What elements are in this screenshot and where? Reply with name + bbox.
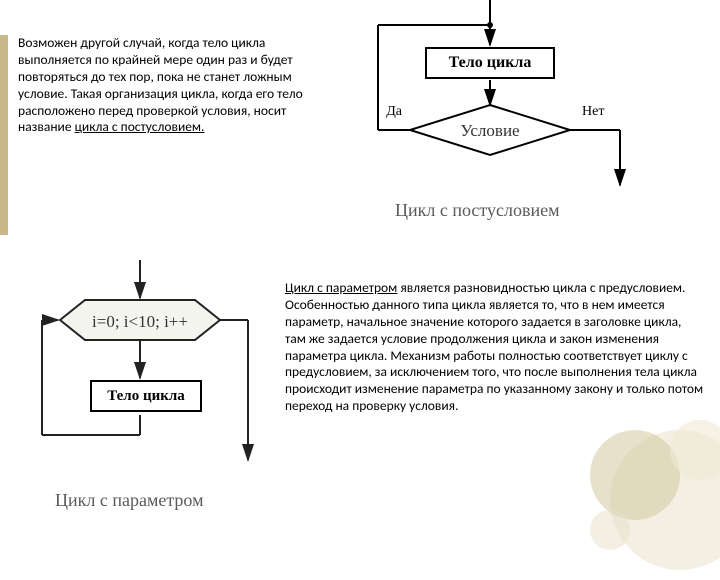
diagram-postcondition: Условие Да Нет bbox=[360, 0, 700, 225]
paragraph-parameter-body: является разновидностью цикла с предусло… bbox=[285, 279, 703, 414]
yes-label: Да bbox=[386, 104, 403, 119]
hexagon-label: i=0; i<10; i++ bbox=[92, 312, 188, 331]
paragraph-parameter: Цикл с параметром является разновидность… bbox=[285, 280, 705, 415]
diagram-parameter: i=0; i<10; i++ bbox=[30, 260, 270, 510]
paragraph-postcondition: Возможен другой случай, когда тело цикла… bbox=[18, 35, 338, 136]
condition-label: Условие bbox=[460, 121, 519, 140]
accent-bar bbox=[0, 35, 8, 235]
paragraph-postcondition-term: цикла с постусловием. bbox=[75, 118, 205, 135]
paragraph-parameter-term: Цикл с параметром bbox=[285, 279, 397, 296]
no-label: Нет bbox=[582, 104, 604, 119]
